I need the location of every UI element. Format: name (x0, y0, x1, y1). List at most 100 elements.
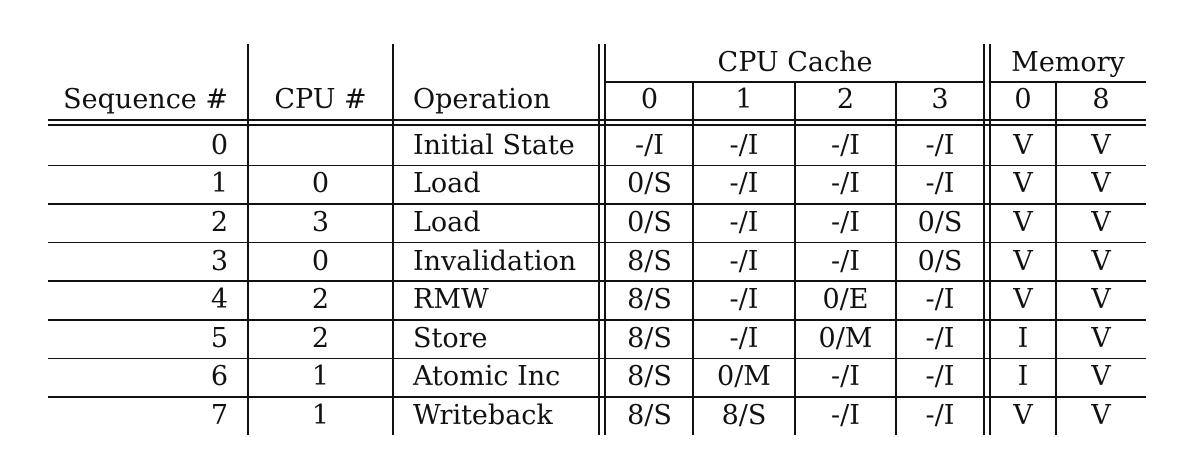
column-divider (989, 44, 991, 435)
cell-cache-0: 8/S (627, 245, 672, 277)
column-header-cache-3: 3 (931, 83, 949, 115)
cell-cache-2: -/I (831, 206, 860, 238)
cell-memory-8: V (1091, 129, 1111, 161)
column-divider (392, 44, 394, 435)
column-divider (598, 44, 600, 435)
group-header-cpu-cache: CPU Cache (717, 46, 873, 78)
cell-sequence: 7 (210, 399, 228, 431)
cell-cpu: 2 (311, 322, 330, 354)
column-divider (1055, 81, 1057, 435)
cell-cpu: 2 (311, 284, 330, 316)
cell-cache-0: 8/S (627, 361, 672, 393)
row-rule (48, 164, 1146, 167)
cell-cache-3: 0/S (917, 206, 963, 238)
cell-memory-0: I (1017, 322, 1029, 354)
cell-operation: Store (413, 322, 488, 354)
cell-memory-0: V (1013, 129, 1033, 161)
column-header-cache-1: 1 (735, 83, 753, 115)
cell-sequence: 6 (210, 361, 228, 393)
cell-cache-1: -/I (729, 322, 759, 354)
row-rule (48, 396, 1146, 398)
cell-cpu: 1 (311, 361, 330, 393)
row-rule (48, 241, 1146, 244)
cell-cpu: 3 (311, 206, 330, 238)
cell-cpu: 0 (311, 168, 330, 200)
cell-memory-0: V (1013, 399, 1033, 431)
row-rule (48, 280, 1146, 282)
cell-cache-3: -/I (925, 129, 955, 161)
cell-cache-1: 0/M (717, 361, 771, 393)
column-divider (983, 44, 985, 435)
cell-operation: Invalidation (413, 245, 577, 277)
cell-cache-1: -/I (729, 129, 759, 161)
cell-sequence: 3 (210, 245, 228, 277)
cell-cache-0: 8/S (627, 399, 672, 431)
cell-cpu: 0 (311, 245, 330, 277)
cell-memory-8: V (1091, 361, 1111, 393)
cell-cache-0: -/I (635, 129, 664, 161)
cell-cache-2: -/I (831, 129, 860, 161)
cell-cache-0: 0/S (627, 206, 672, 238)
cell-cache-1: 8/S (721, 399, 767, 431)
header-rule-bottom (48, 124, 1146, 126)
cell-memory-8: V (1091, 284, 1111, 316)
column-header-operation: Operation (413, 83, 551, 115)
cell-cache-1: -/I (729, 245, 759, 277)
cell-cache-3: -/I (925, 361, 955, 393)
cell-cache-0: 8/S (627, 322, 672, 354)
row-rule (48, 357, 1146, 360)
cell-cache-2: -/I (831, 245, 860, 277)
memory-underline (990, 81, 1146, 83)
cell-cache-1: -/I (729, 284, 759, 316)
cell-cache-0: 0/S (627, 168, 672, 200)
column-divider (692, 81, 694, 435)
cell-memory-0: V (1013, 245, 1033, 277)
row-rule (48, 203, 1146, 205)
cell-memory-0: I (1017, 361, 1029, 393)
cell-sequence: 4 (210, 284, 228, 316)
cell-cache-2: 0/E (822, 284, 869, 316)
cell-sequence: 2 (210, 206, 228, 238)
column-divider (895, 81, 897, 435)
cell-cache-2: -/I (831, 361, 860, 393)
cell-cache-2: 0/M (818, 322, 873, 354)
cell-memory-8: V (1091, 168, 1111, 200)
column-divider (247, 44, 249, 435)
cell-cache-3: -/I (925, 399, 955, 431)
cell-cache-3: -/I (925, 284, 955, 316)
cell-memory-8: V (1091, 245, 1111, 277)
cell-sequence: 1 (210, 168, 228, 200)
cell-cache-1: -/I (729, 168, 759, 200)
cell-memory-0: V (1013, 168, 1033, 200)
header-rule-top (48, 119, 1146, 121)
cell-cache-0: 8/S (627, 284, 672, 316)
cell-memory-8: V (1091, 399, 1111, 431)
cell-sequence: 5 (210, 322, 228, 354)
column-header-cache-2: 2 (836, 83, 855, 115)
cell-memory-0: V (1013, 284, 1033, 316)
cell-sequence: 0 (210, 129, 228, 161)
cell-cache-2: -/I (831, 168, 860, 200)
cell-operation: Load (413, 168, 481, 200)
column-header-memory-8: 8 (1092, 83, 1110, 115)
cell-memory-8: V (1091, 206, 1111, 238)
cell-operation: Atomic Inc (413, 361, 561, 393)
column-header-sequence: Sequence # (63, 83, 228, 115)
cell-cache-2: -/I (831, 399, 860, 431)
cell-operation: Writeback (413, 399, 553, 431)
group-header-memory: Memory (1011, 46, 1125, 78)
row-rule (48, 319, 1146, 321)
cell-cpu (248, 126, 393, 165)
cell-memory-8: V (1091, 322, 1111, 354)
cell-cache-3: 0/S (917, 245, 963, 277)
column-divider (794, 81, 796, 435)
cell-operation: Initial State (413, 129, 575, 161)
cell-cache-1: -/I (729, 206, 759, 238)
column-header-cpu: CPU # (274, 83, 367, 115)
column-header-memory-0: 0 (1014, 83, 1032, 115)
cell-operation: Load (413, 206, 481, 238)
cell-cache-3: -/I (925, 168, 955, 200)
cell-cache-3: -/I (925, 322, 955, 354)
column-divider (604, 44, 606, 435)
